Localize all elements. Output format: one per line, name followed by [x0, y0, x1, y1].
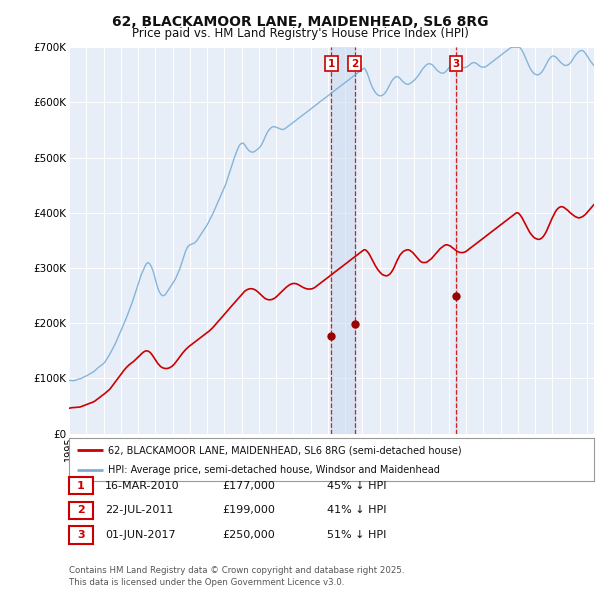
- Bar: [456, 47, 457, 434]
- Text: 1: 1: [328, 59, 335, 69]
- Text: Price paid vs. HM Land Registry's House Price Index (HPI): Price paid vs. HM Land Registry's House …: [131, 27, 469, 40]
- Text: 3: 3: [77, 530, 85, 540]
- Text: 3: 3: [452, 59, 460, 69]
- Text: £199,000: £199,000: [222, 506, 275, 515]
- Text: 22-JUL-2011: 22-JUL-2011: [105, 506, 173, 515]
- Text: 41% ↓ HPI: 41% ↓ HPI: [327, 506, 386, 515]
- Text: 62, BLACKAMOOR LANE, MAIDENHEAD, SL6 8RG: 62, BLACKAMOOR LANE, MAIDENHEAD, SL6 8RG: [112, 15, 488, 29]
- Bar: [331, 47, 355, 434]
- Text: £177,000: £177,000: [222, 481, 275, 490]
- Text: 45% ↓ HPI: 45% ↓ HPI: [327, 481, 386, 490]
- Text: 01-JUN-2017: 01-JUN-2017: [105, 530, 176, 540]
- Text: HPI: Average price, semi-detached house, Windsor and Maidenhead: HPI: Average price, semi-detached house,…: [109, 466, 440, 475]
- Text: 51% ↓ HPI: 51% ↓ HPI: [327, 530, 386, 540]
- Text: 62, BLACKAMOOR LANE, MAIDENHEAD, SL6 8RG (semi-detached house): 62, BLACKAMOOR LANE, MAIDENHEAD, SL6 8RG…: [109, 445, 462, 455]
- Text: 2: 2: [351, 59, 358, 69]
- Text: Contains HM Land Registry data © Crown copyright and database right 2025.
This d: Contains HM Land Registry data © Crown c…: [69, 566, 404, 587]
- Text: 2: 2: [77, 506, 85, 515]
- Text: £250,000: £250,000: [222, 530, 275, 540]
- Text: 1: 1: [77, 481, 85, 490]
- Text: 16-MAR-2010: 16-MAR-2010: [105, 481, 179, 490]
